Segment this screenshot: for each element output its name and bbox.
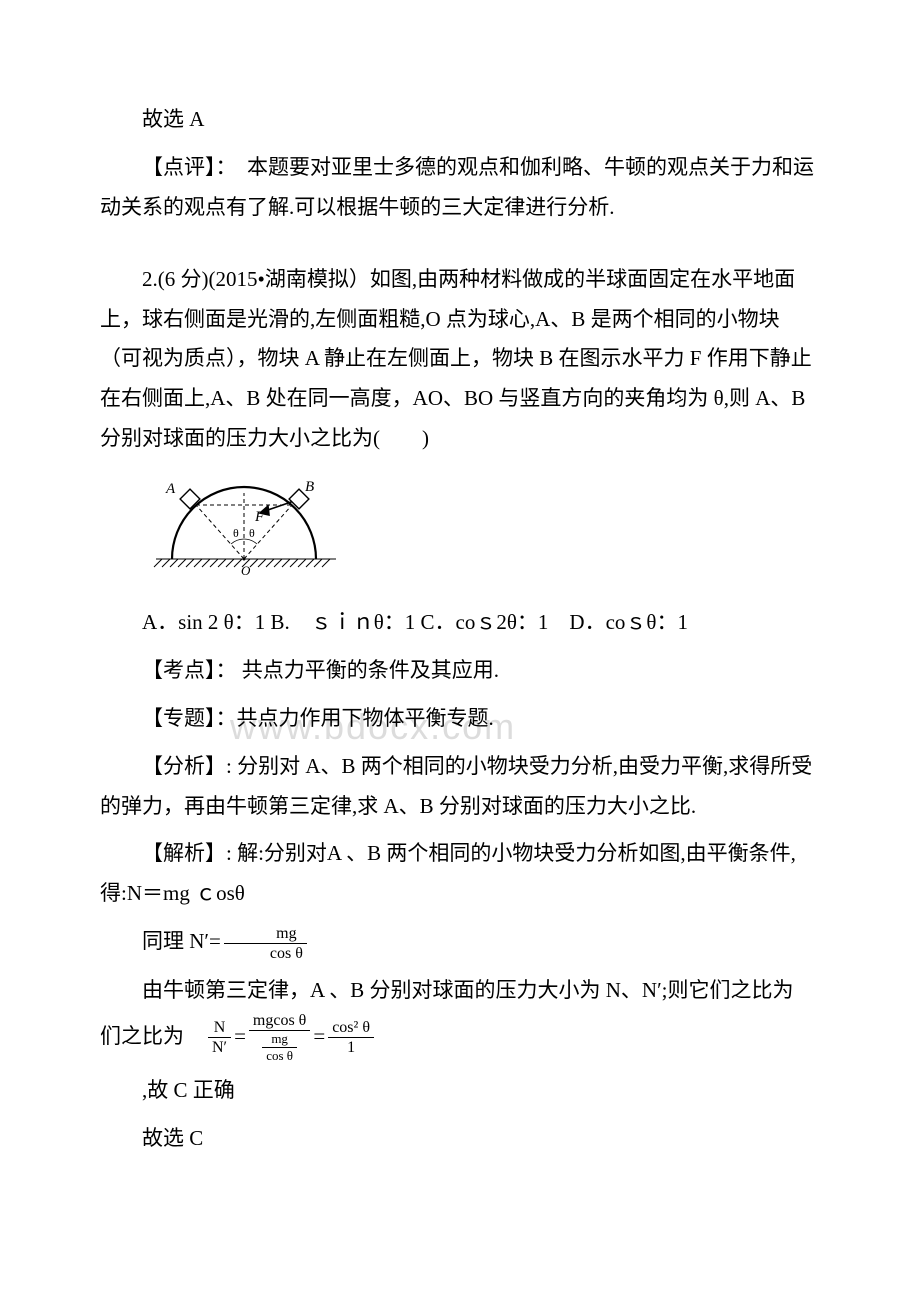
frac-complex: mgcos θ mg cos θ xyxy=(249,1011,310,1063)
fenxi-para: 【分析】: 分别对 A、B 两个相同的小物块受力分析,由受力平衡,求得所受的弹力… xyxy=(100,747,820,827)
label-B: B xyxy=(305,479,314,495)
answer-line-c: 故选 C xyxy=(100,1119,820,1159)
ratio-lead: 们之比为 xyxy=(100,1017,205,1057)
ratio-prefix: 由牛顿第三定律，A 、B 分别对球面的压力大小为 N、N′;则它们之比为 xyxy=(100,971,820,1011)
dashed-lines xyxy=(196,493,292,559)
eq2: = xyxy=(313,1017,325,1057)
question-para: 2.(6 分)(2015•湖南模拟）如图,由两种材料做成的半球面固定在水平地面上… xyxy=(100,260,820,459)
jiexi-para: 【解析】: 解:分别对A 、B 两个相同的小物块受力分析如图,由平衡条件,得:N… xyxy=(100,834,820,914)
nprime-frac: mgcos θ xyxy=(224,924,307,963)
choices-line: A．sin 2 θ：1 B. ｓｉｎθ：1 C．coｓ2θ：1 D．coｓθ：1 xyxy=(100,603,820,643)
kaodian-para: 【考点】： 共点力平衡的条件及其应用. xyxy=(100,651,820,691)
c-correct-line: ,故 C 正确 xyxy=(100,1071,820,1111)
label-O: O xyxy=(241,563,251,578)
ratio-para: 由牛顿第三定律，A 、B 分别对球面的压力大小为 N、N′;则它们之比为 们之比… xyxy=(100,971,820,1063)
label-theta-r: θ xyxy=(249,526,255,540)
center-o xyxy=(243,558,246,561)
frac-n-nprime: N N′ xyxy=(208,1018,231,1057)
label-A: A xyxy=(165,481,176,497)
hemisphere-diagram: A B F θ θ O xyxy=(100,467,820,593)
label-theta-l: θ xyxy=(233,526,239,540)
frac-result: cos² θ 1 xyxy=(328,1018,374,1057)
comment-para: 【点评】： 本题要对亚里士多德的观点和伽利略、牛顿的观点关于力和运动关系的观点有… xyxy=(100,148,820,228)
label-F: F xyxy=(254,509,265,525)
eq1: = xyxy=(234,1017,246,1057)
nprime-prefix: 同理 N′= xyxy=(142,929,221,953)
spacer xyxy=(100,236,820,260)
zhuanti-para: 【专题】：共点力作用下物体平衡专题. xyxy=(100,699,820,739)
force-arrow xyxy=(260,501,294,515)
nprime-line: 同理 N′=mgcos θ xyxy=(100,922,820,963)
answer-line-a: 故选 A xyxy=(100,100,820,140)
